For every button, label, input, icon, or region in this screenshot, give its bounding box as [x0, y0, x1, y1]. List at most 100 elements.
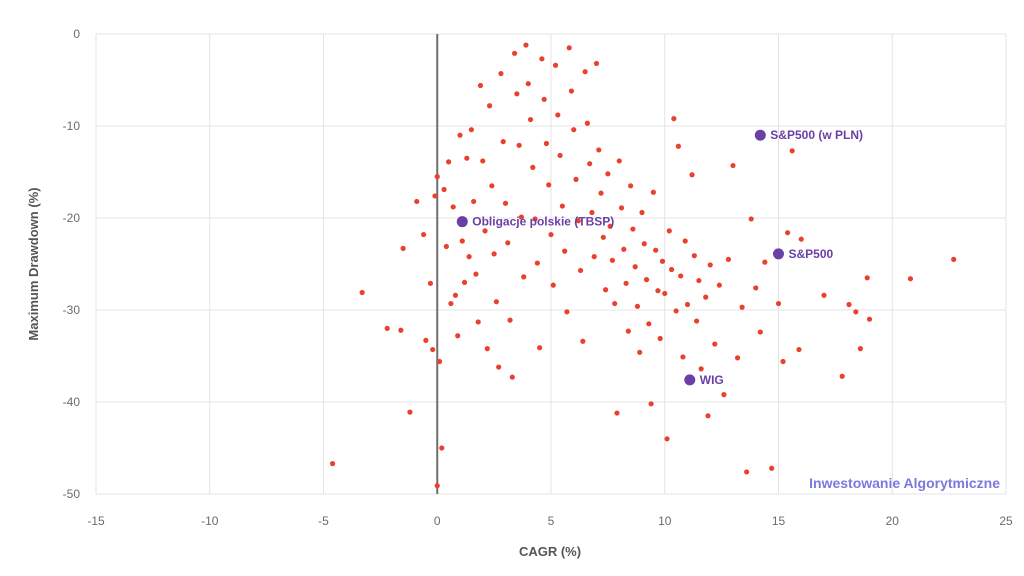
- data-point-119: [675, 143, 682, 149]
- data-point-3: [398, 327, 404, 333]
- data-point-84: [596, 147, 602, 153]
- data-point-26: [464, 155, 470, 161]
- data-point-76: [577, 267, 584, 274]
- data-point-80: [587, 161, 593, 167]
- data-point-82: [591, 254, 597, 260]
- data-point-130: [705, 413, 711, 419]
- data-point-43: [502, 200, 509, 206]
- data-point-36: [486, 103, 493, 109]
- data-point-147: [785, 230, 791, 236]
- data-point-95: [621, 246, 627, 252]
- data-point-13: [434, 483, 440, 489]
- data-point-7: [421, 231, 427, 238]
- y-axis-ticks: 0 -10 -20 -30 -40 -50: [63, 27, 81, 501]
- data-point-110: [655, 288, 661, 294]
- data-point-8: [423, 337, 429, 343]
- data-point-66: [555, 112, 561, 118]
- data-point-29: [471, 198, 477, 205]
- data-point-47: [511, 50, 518, 56]
- data-point-51: [521, 274, 527, 280]
- data-point-71: [566, 45, 572, 51]
- data-point-57: [534, 260, 540, 266]
- data-point-105: [643, 277, 650, 283]
- data-point-20: [450, 204, 456, 210]
- data-point-129: [703, 294, 709, 300]
- data-point-89: [607, 223, 613, 229]
- data-point-143: [762, 259, 768, 265]
- y-axis-title: Maximum Drawdown (%): [26, 187, 41, 340]
- y-tick-label-0: 0: [73, 27, 80, 41]
- data-point-132: [712, 341, 718, 347]
- data-point-135: [725, 256, 732, 262]
- x-tick-label-1: -10: [201, 514, 219, 528]
- data-point-65: [552, 62, 559, 68]
- x-tick-label-3: 0: [434, 514, 441, 528]
- data-points: [330, 42, 957, 489]
- data-point-58: [537, 345, 543, 351]
- data-point-52: [523, 42, 529, 48]
- data-point-21: [452, 292, 459, 298]
- data-point-127: [696, 277, 702, 284]
- data-point-32: [477, 82, 484, 89]
- data-point-88: [605, 171, 611, 177]
- x-tick-label-7: 20: [886, 514, 900, 528]
- data-point-25: [461, 279, 468, 285]
- data-point-136: [730, 162, 736, 169]
- data-point-15: [439, 445, 445, 451]
- data-point-102: [637, 349, 643, 355]
- highlight-point-3: [684, 374, 696, 386]
- data-point-87: [603, 287, 609, 293]
- data-point-91: [612, 300, 618, 307]
- data-point-10: [430, 346, 436, 353]
- data-point-144: [769, 465, 775, 471]
- data-point-72: [568, 88, 575, 94]
- data-point-61: [543, 140, 550, 147]
- data-point-113: [662, 290, 668, 297]
- data-point-99: [630, 226, 636, 232]
- data-point-16: [441, 186, 447, 193]
- data-point-42: [500, 139, 506, 145]
- data-point-118: [673, 308, 679, 314]
- data-point-126: [694, 318, 700, 324]
- data-point-24: [459, 238, 465, 244]
- data-point-134: [721, 392, 727, 398]
- data-point-81: [589, 209, 595, 216]
- highlight-label-2: S&P500: [789, 247, 834, 261]
- data-point-155: [857, 346, 864, 352]
- data-point-159: [951, 256, 957, 262]
- watermark: Inwestowanie Algorytmiczne: [809, 475, 1000, 491]
- data-point-93: [616, 158, 622, 164]
- data-point-158: [907, 276, 914, 282]
- data-point-40: [496, 364, 502, 370]
- data-point-121: [680, 354, 686, 360]
- data-point-60: [541, 96, 547, 102]
- data-point-131: [707, 262, 713, 268]
- data-point-39: [493, 299, 499, 305]
- data-point-9: [427, 280, 434, 286]
- data-point-138: [739, 304, 745, 310]
- data-point-77: [580, 338, 586, 344]
- y-tick-label-1: -10: [63, 119, 81, 133]
- data-point-140: [748, 216, 754, 222]
- data-point-27: [466, 254, 472, 260]
- data-point-92: [614, 410, 620, 416]
- data-point-90: [609, 257, 616, 263]
- data-point-98: [628, 183, 634, 189]
- data-point-153: [846, 301, 852, 308]
- data-point-11: [432, 193, 438, 199]
- x-tick-label-6: 15: [772, 514, 786, 528]
- data-point-34: [482, 228, 488, 234]
- data-point-74: [573, 176, 579, 182]
- data-point-151: [821, 292, 827, 298]
- data-point-141: [753, 285, 759, 291]
- data-point-100: [632, 264, 638, 270]
- highlight-points: S&P500 (w PLN) Obligacje polskie (TBSP) S&…: [456, 128, 863, 387]
- data-point-1: [359, 289, 365, 296]
- highlight-label-0: S&P500 (w PLN): [770, 128, 863, 142]
- data-point-23: [457, 132, 463, 138]
- data-point-63: [548, 231, 554, 238]
- y-tick-label-5: -50: [63, 487, 81, 501]
- data-point-46: [509, 374, 515, 380]
- data-point-150: [798, 236, 804, 242]
